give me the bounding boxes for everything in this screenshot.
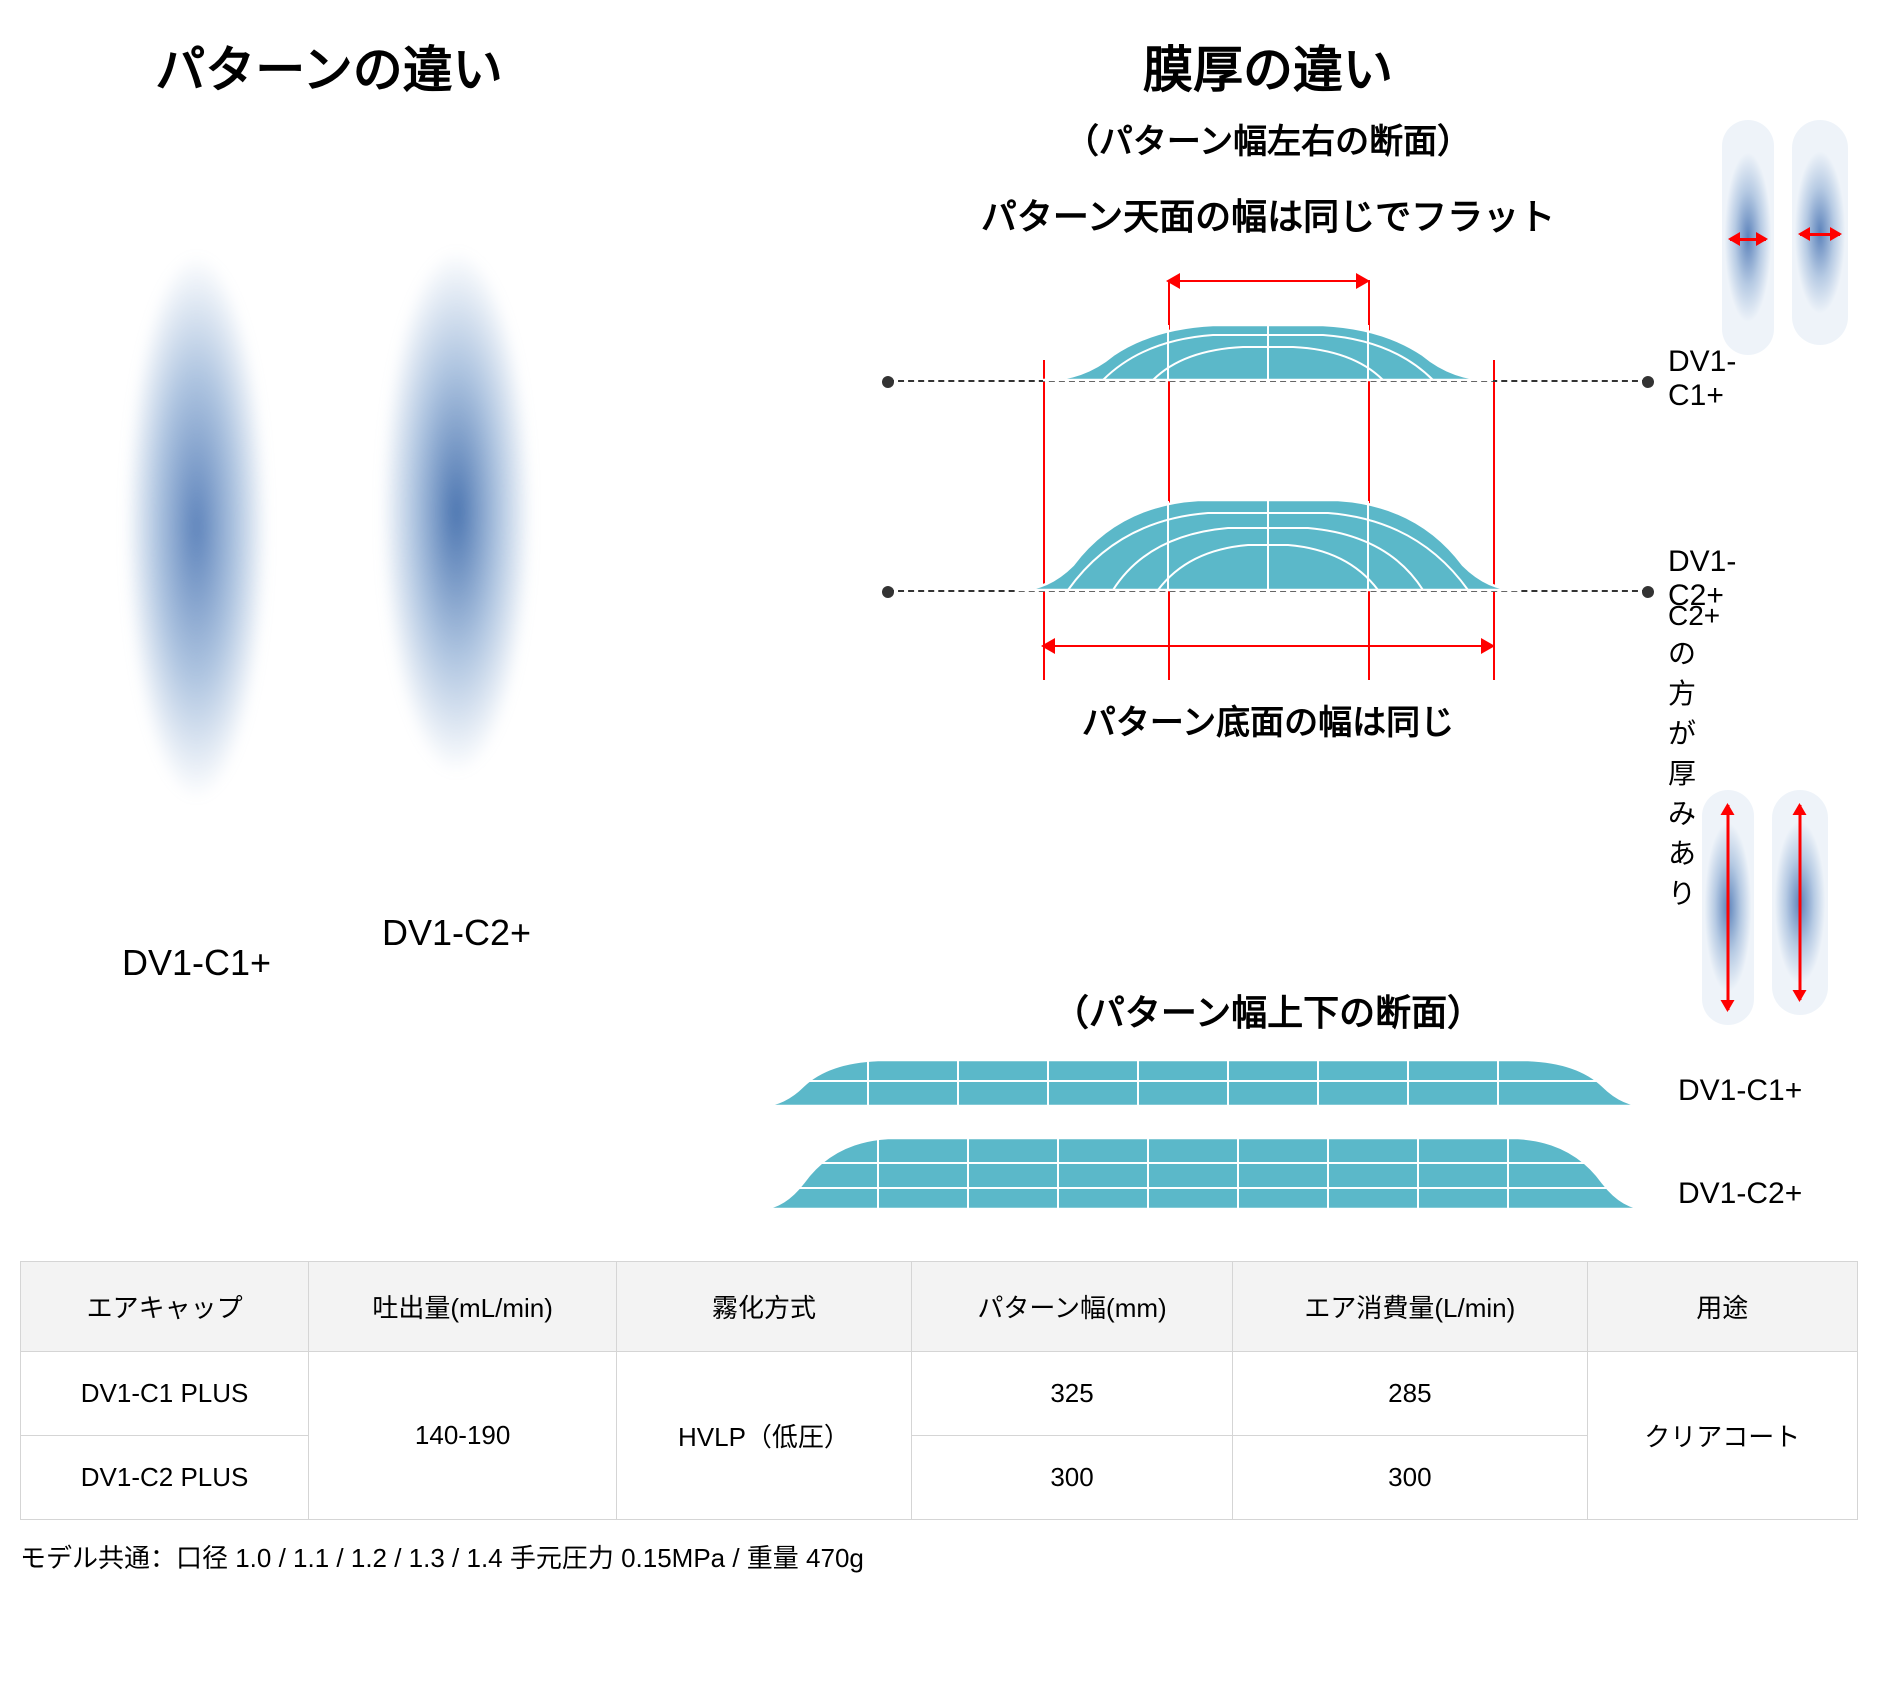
table-cell: 325 <box>911 1352 1232 1436</box>
mini-spray-c2-lr <box>1792 120 1848 345</box>
mini-arrow-h-icon <box>1730 238 1766 241</box>
long-profile-c1-shape <box>758 1056 1648 1108</box>
cross-section-diagram: DV1-C1+ DV1-C2+ C2+ の方が厚みあり <box>888 260 1648 680</box>
pattern-difference-section: パターンの違い DV1-C1+ DV1-C2+ <box>20 20 638 1241</box>
long-profiles: DV1-C1+ <box>758 1056 1818 1211</box>
pattern-item-c1: DV1-C1+ <box>114 132 279 984</box>
long-profile-c2-row: DV1-C2+ <box>758 1133 1818 1211</box>
mini-patterns-lr <box>1722 120 1848 355</box>
mini-arrow-v-icon <box>1799 805 1802 1000</box>
table-cell: 285 <box>1233 1352 1587 1436</box>
profile-c1-shape <box>1043 320 1493 382</box>
long-profile-c2-shape <box>758 1133 1648 1211</box>
long-profile-c1-row: DV1-C1+ <box>758 1056 1818 1108</box>
table-header: 用途 <box>1587 1262 1858 1352</box>
red-arrow-top <box>1168 280 1368 282</box>
pattern-label-c1: DV1-C1+ <box>122 942 271 984</box>
left-title: パターンの違い <box>20 30 638 102</box>
profile-c1-label: DV1-C1+ <box>1668 345 1736 413</box>
right-subtitle-lr: （パターン幅左右の断面） <box>678 114 1858 163</box>
table-cell: HVLP（低圧） <box>617 1352 912 1520</box>
top-note: パターン天面の幅は同じでフラット <box>678 188 1858 240</box>
table-cell: DV1-C2 PLUS <box>21 1436 309 1520</box>
table-cell: 300 <box>911 1436 1232 1520</box>
profile-c2-shape <box>1018 495 1518 592</box>
table-header: パターン幅(mm) <box>911 1262 1232 1352</box>
spray-pattern-c1 <box>114 132 279 922</box>
mini-arrow-h-icon <box>1800 233 1840 236</box>
baseline-dot-icon <box>882 376 894 388</box>
baseline-dot-icon <box>1642 586 1654 598</box>
pattern-item-c2: DV1-C2+ <box>369 132 544 984</box>
table-cell: 140-190 <box>309 1352 617 1520</box>
table-header: 吐出量(mL/min) <box>309 1262 617 1352</box>
spec-table: エアキャップ吐出量(mL/min)霧化方式パターン幅(mm)エア消費量(L/mi… <box>20 1261 1858 1520</box>
table-header: 霧化方式 <box>617 1262 912 1352</box>
table-header: エアキャップ <box>21 1262 309 1352</box>
table-row: DV1-C2 PLUS 300300 <box>21 1436 1858 1520</box>
spray-pattern-c2 <box>369 132 544 892</box>
mini-spray-c1-ud <box>1702 790 1754 1025</box>
right-title: 膜厚の違い <box>678 30 1858 102</box>
long-profile-c2-label: DV1-C2+ <box>1678 1177 1818 1211</box>
table-cell: 300 <box>1233 1436 1587 1520</box>
footer-note: モデル共通：口径 1.0 / 1.1 / 1.2 / 1.3 / 1.4 手元圧… <box>20 1538 1858 1575</box>
baseline-dot-icon <box>882 586 894 598</box>
table-header: エア消費量(L/min) <box>1233 1262 1587 1352</box>
table-cell: DV1-C1 PLUS <box>21 1352 309 1436</box>
mini-arrow-v-icon <box>1727 805 1730 1010</box>
right-subtitle-ud: （パターン幅上下の断面） <box>678 984 1858 1036</box>
baseline-dot-icon <box>1642 376 1654 388</box>
red-arrow-bottom <box>1043 645 1493 647</box>
long-profile-c1-label: DV1-C1+ <box>1678 1074 1818 1108</box>
table-cell: クリアコート <box>1587 1352 1858 1520</box>
table-row: DV1-C1 PLUS140-190HVLP（低圧）325285クリアコート <box>21 1352 1858 1436</box>
thickness-difference-section: 膜厚の違い （パターン幅左右の断面） パターン天面の幅は同じでフラット <box>678 20 1858 1241</box>
mini-patterns-ud <box>1702 790 1828 1025</box>
pattern-label-c2: DV1-C2+ <box>382 912 531 954</box>
mini-spray-c2-ud <box>1772 790 1828 1015</box>
pattern-row: DV1-C1+ DV1-C2+ <box>20 132 638 984</box>
mini-spray-c1-lr <box>1722 120 1774 355</box>
